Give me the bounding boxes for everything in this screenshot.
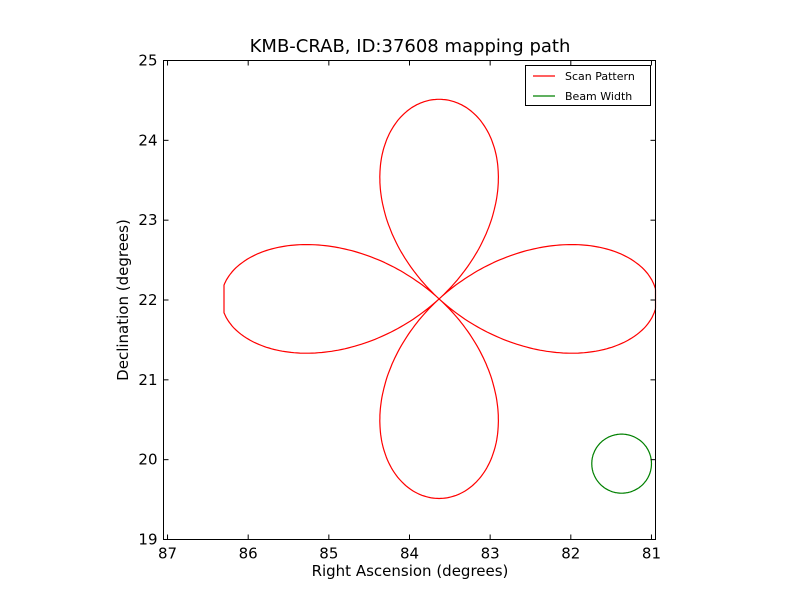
- x-tick-label: 84: [400, 545, 419, 563]
- beam-width-circle: [591, 433, 653, 494]
- x-tick-label: 87: [158, 545, 177, 563]
- legend-label-scan-pattern: Scan Pattern: [565, 70, 635, 83]
- legend-box: [525, 65, 651, 106]
- x-tick-label: 86: [239, 545, 258, 563]
- legend-label-beam-width: Beam Width: [565, 90, 632, 103]
- y-tick-label: 23: [138, 211, 157, 229]
- y-tick-label: 19: [138, 531, 157, 549]
- y-axis-ticks: 19 20 21 22 23 24 25: [138, 52, 656, 549]
- x-axis-ticks: 87 86 85 84 83 82 81: [158, 60, 661, 563]
- y-tick-label: 25: [138, 52, 157, 70]
- x-tick-label: 83: [481, 545, 500, 563]
- x-tick-label: 82: [561, 545, 580, 563]
- y-axis-label: Declination (degrees): [114, 219, 132, 381]
- chart-title: KMB-CRAB, ID:37608 mapping path: [250, 36, 571, 57]
- y-tick-label: 21: [138, 371, 157, 389]
- x-axis-label: Right Ascension (degrees): [312, 562, 509, 580]
- x-tick-label: 85: [319, 545, 338, 563]
- y-tick-label: 22: [138, 291, 157, 309]
- y-tick-label: 20: [138, 451, 157, 469]
- y-tick-label: 24: [138, 131, 157, 149]
- legend: Scan Pattern Beam Width: [525, 65, 651, 106]
- x-tick-label: 81: [642, 545, 661, 563]
